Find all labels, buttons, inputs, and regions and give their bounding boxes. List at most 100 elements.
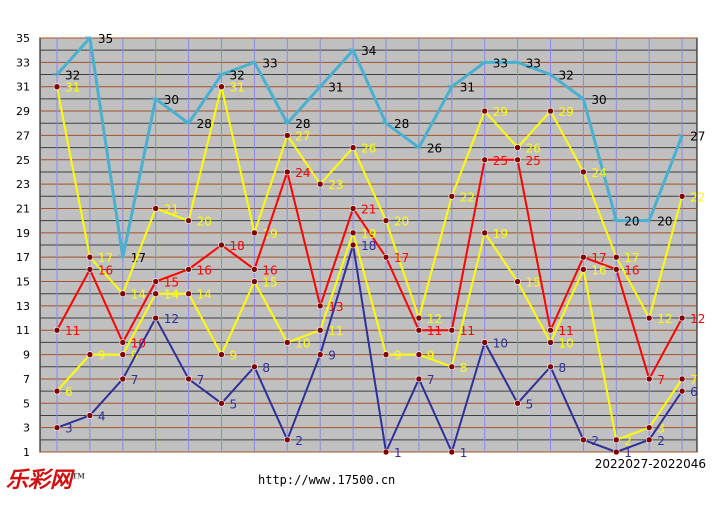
issue-range: 2022027-2022046 [594,457,706,471]
data-marker [218,241,225,249]
data-label: 10 [295,336,310,350]
data-marker [547,339,554,346]
data-marker [349,241,357,249]
data-marker [612,253,620,261]
data-label: 18 [361,239,376,253]
data-label: 22 [460,190,475,204]
data-label: 25 [493,154,508,168]
y-tick-label: 3 [23,422,30,435]
data-marker [218,399,225,407]
data-label: 7 [197,373,205,387]
data-marker [251,278,258,285]
data-label: 18 [230,239,245,253]
data-marker [645,314,653,322]
data-marker [415,326,423,334]
series-line-5 [56,244,683,453]
data-marker [283,339,291,346]
data-label: 29 [493,105,508,119]
data-marker [645,436,653,444]
y-tick-label: 19 [16,227,30,240]
data-label: 4 [98,409,106,423]
data-marker [316,326,324,334]
data-marker [185,290,192,298]
data-label: 16 [624,263,639,277]
data-marker [612,266,620,273]
data-label: 16 [197,263,212,277]
data-label: 16 [591,263,606,277]
series-line-4 [56,231,683,441]
data-marker [119,351,127,358]
y-tick-label: 31 [16,81,30,94]
data-label: 6 [690,385,698,399]
data-marker [185,375,192,383]
data-marker [382,448,390,456]
data-marker [119,339,127,346]
data-marker [514,399,521,407]
data-marker [481,156,489,164]
data-label: 31 [328,81,343,95]
data-label: 26 [361,142,376,156]
data-label: 11 [559,324,574,338]
data-label: 29 [559,105,574,119]
y-tick-label: 9 [23,349,30,362]
data-marker [382,217,390,224]
data-label: 2 [295,434,303,448]
data-marker: * [644,218,649,228]
data-marker [678,375,686,383]
data-label: 9 [328,349,336,363]
data-marker [251,266,258,273]
y-tick-label: 15 [16,276,30,289]
data-marker [612,436,620,444]
data-marker [119,375,127,383]
data-label: 15 [262,276,277,290]
y-tick-label: 11 [16,324,30,337]
data-marker [152,205,159,212]
data-label: 12 [657,312,672,326]
data-marker: * [52,72,57,82]
data-marker [678,192,686,200]
data-marker: * [118,254,123,264]
data-marker [86,412,94,419]
data-label: 11 [65,324,80,338]
data-marker [514,156,521,164]
data-label: 7 [690,373,698,387]
data-marker [316,302,324,310]
data-marker: * [677,132,682,142]
data-label: 12 [164,312,179,326]
data-marker [514,144,521,151]
y-tick-label: 13 [16,300,30,313]
data-label: 1 [460,446,468,460]
data-marker [53,326,61,334]
data-marker [316,180,324,188]
data-marker [448,326,456,334]
data-label: 14 [164,288,179,302]
data-label: 10 [559,336,574,350]
data-label: 14 [131,288,146,302]
data-label: 17 [394,251,409,265]
data-marker [185,266,192,273]
data-label: 9 [230,349,238,363]
data-marker [448,448,456,456]
data-label: 1 [394,446,402,460]
data-label: 7 [427,373,435,387]
y-tick-label: 5 [23,397,30,410]
data-label: 26 [427,142,442,156]
data-marker: * [611,218,616,228]
data-marker [514,278,521,285]
data-marker: * [447,84,452,94]
data-marker: * [85,35,90,45]
data-marker [481,339,489,346]
data-marker [349,144,357,151]
data-label: 5 [526,397,534,411]
y-tick-label: 21 [16,202,30,215]
data-label: 12 [427,312,442,326]
y-tick-label: 17 [16,251,30,264]
data-marker: * [183,120,188,130]
logo-text: 乐彩网 [6,467,73,493]
data-label: 3 [65,422,73,436]
data-label: 20 [394,215,409,229]
data-label: 32 [65,69,80,83]
data-marker [448,363,456,371]
series-line-1 [55,36,684,259]
data-label: 3 [657,422,665,436]
